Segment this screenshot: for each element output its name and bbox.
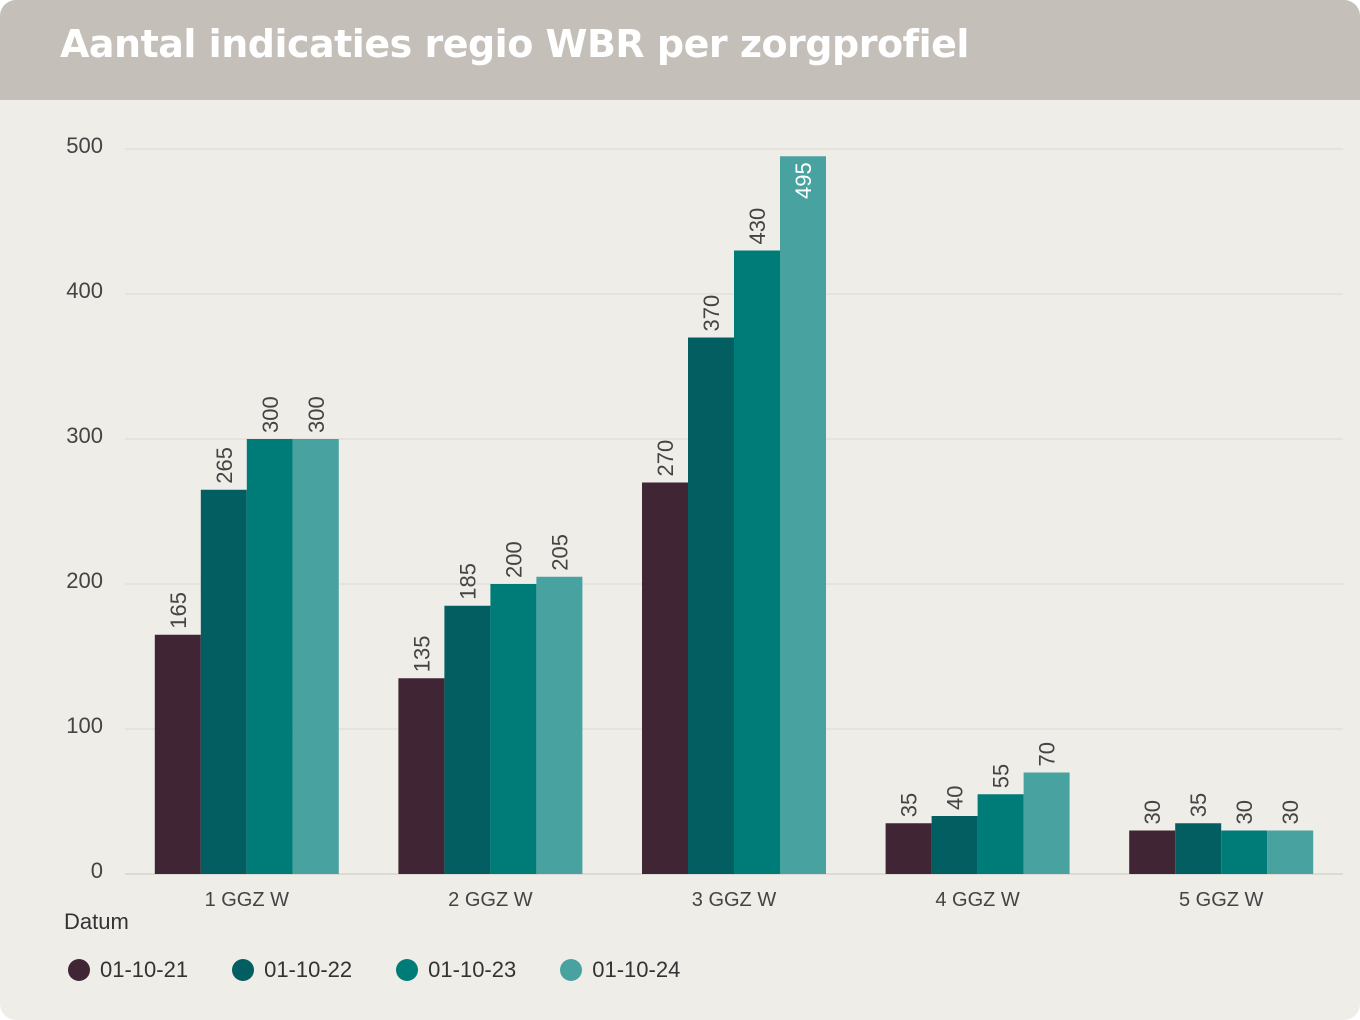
data-label: 265 bbox=[212, 447, 237, 484]
data-label: 370 bbox=[699, 295, 724, 332]
bar bbox=[780, 156, 826, 874]
legend-label: 01-10-22 bbox=[264, 957, 353, 982]
data-label: 40 bbox=[943, 786, 968, 810]
legend-title: Datum bbox=[64, 909, 129, 934]
legend-label: 01-10-21 bbox=[100, 957, 189, 982]
bar bbox=[931, 816, 978, 874]
x-tick-label: 5 GGZ W bbox=[1179, 889, 1264, 911]
bar bbox=[154, 634, 201, 874]
data-label: 300 bbox=[258, 396, 283, 433]
x-tick-label: 2 GGZ W bbox=[448, 889, 533, 911]
bar bbox=[246, 439, 293, 874]
bar bbox=[977, 794, 1024, 874]
data-label: 70 bbox=[1035, 742, 1060, 766]
x-tick-label: 4 GGZ W bbox=[935, 889, 1020, 911]
legend-label: 01-10-23 bbox=[428, 957, 517, 982]
y-tick-label: 100 bbox=[66, 713, 103, 738]
data-label: 200 bbox=[501, 541, 526, 578]
y-tick-label: 400 bbox=[66, 278, 103, 303]
bar bbox=[490, 584, 537, 874]
bar bbox=[1267, 830, 1314, 874]
x-tick-label: 3 GGZ W bbox=[692, 889, 777, 911]
title-bar: Aantal indicaties regio WBR per zorgprof… bbox=[0, 0, 1360, 100]
legend: 01-10-21 01-10-22 01-10-23 01-10-24 bbox=[68, 957, 724, 983]
data-label: 185 bbox=[455, 563, 480, 600]
bar bbox=[536, 576, 583, 874]
data-label: 135 bbox=[409, 636, 434, 673]
x-tick-label: 1 GGZ W bbox=[205, 889, 290, 911]
bar bbox=[1129, 830, 1176, 874]
bar bbox=[398, 678, 445, 874]
y-tick-label: 500 bbox=[66, 133, 103, 158]
data-label: 165 bbox=[166, 592, 191, 629]
y-tick-label: 200 bbox=[66, 568, 103, 593]
legend-swatch bbox=[68, 959, 90, 981]
bar bbox=[292, 439, 339, 874]
legend-swatch bbox=[396, 959, 419, 981]
data-label: 270 bbox=[653, 440, 678, 477]
legend-item: 01-10-22 bbox=[232, 957, 352, 983]
data-label: 30 bbox=[1278, 800, 1303, 824]
data-label: 35 bbox=[897, 793, 922, 817]
bar bbox=[688, 337, 734, 874]
bar bbox=[885, 823, 932, 874]
data-label: 30 bbox=[1140, 800, 1165, 824]
legend-item: 01-10-21 bbox=[68, 957, 188, 983]
bar bbox=[444, 605, 491, 874]
data-label: 30 bbox=[1232, 800, 1257, 824]
y-tick-label: 0 bbox=[91, 858, 103, 883]
bar bbox=[1175, 823, 1222, 874]
legend-swatch bbox=[232, 959, 255, 981]
bar bbox=[734, 250, 780, 874]
legend-item: 01-10-23 bbox=[396, 957, 516, 983]
data-label: 35 bbox=[1186, 793, 1211, 817]
legend-swatch bbox=[560, 959, 583, 981]
bar bbox=[1221, 830, 1268, 874]
data-label: 55 bbox=[989, 764, 1014, 788]
data-label: 205 bbox=[547, 534, 572, 571]
legend-label: 01-10-24 bbox=[592, 957, 681, 982]
data-label: 495 bbox=[791, 162, 816, 199]
data-label: 300 bbox=[304, 396, 329, 433]
bar bbox=[642, 482, 688, 874]
bar bbox=[1023, 772, 1070, 874]
data-label: 430 bbox=[745, 208, 770, 245]
chart-title: Aantal indicaties regio WBR per zorgprof… bbox=[60, 22, 969, 66]
y-tick-label: 300 bbox=[66, 423, 103, 448]
legend-item: 01-10-24 bbox=[560, 957, 680, 983]
bar bbox=[200, 489, 247, 874]
